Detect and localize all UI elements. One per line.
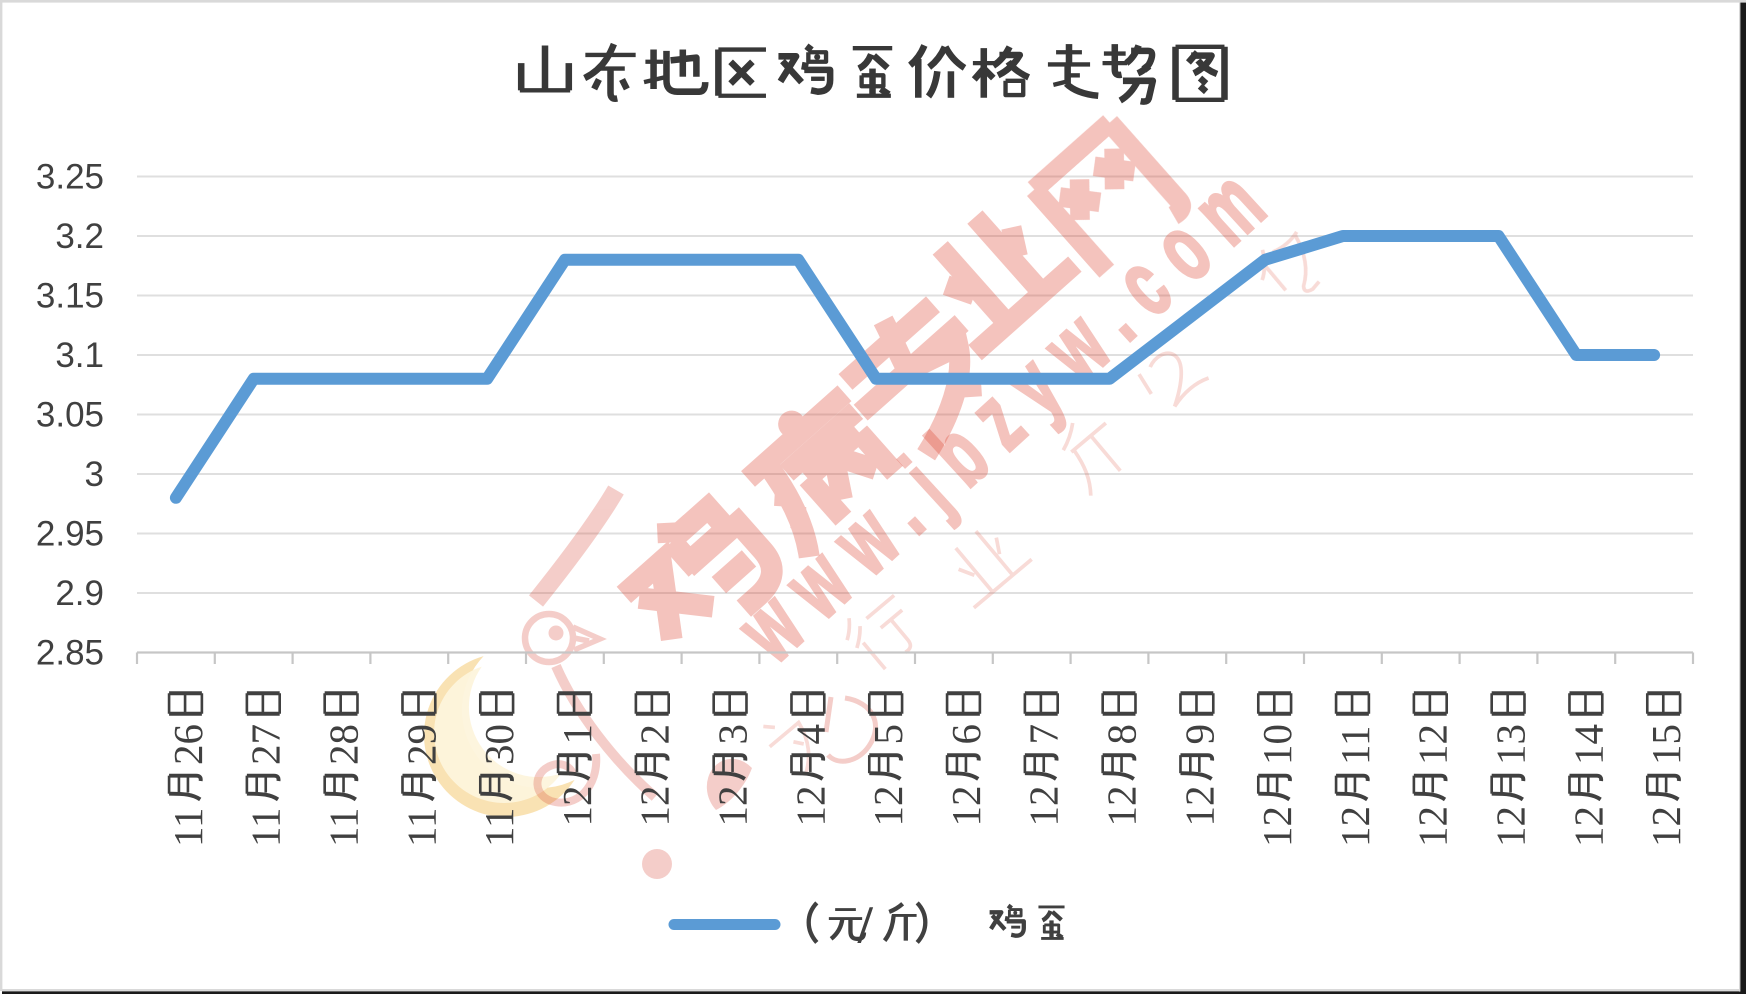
svg-text:12: 12 — [787, 786, 833, 827]
svg-text:3.05: 3.05 — [36, 396, 104, 435]
svg-text:12: 12 — [632, 786, 678, 827]
svg-text:12: 12 — [1332, 806, 1378, 847]
svg-text:12: 12 — [710, 786, 756, 827]
svg-text:11: 11 — [165, 808, 211, 847]
svg-text:11: 11 — [476, 808, 522, 847]
svg-text:8: 8 — [1099, 724, 1145, 745]
svg-text:12: 12 — [1099, 786, 1145, 827]
svg-text:3.15: 3.15 — [36, 277, 104, 316]
svg-text:12: 12 — [1021, 786, 1067, 827]
svg-text:12: 12 — [1565, 806, 1611, 847]
svg-text:12: 12 — [1254, 806, 1300, 847]
svg-text:2.95: 2.95 — [36, 515, 104, 554]
svg-text:4: 4 — [787, 724, 833, 745]
svg-text:2.85: 2.85 — [36, 634, 104, 673]
svg-text:12: 12 — [1488, 806, 1534, 847]
svg-text:28: 28 — [321, 724, 367, 765]
svg-text:7: 7 — [1021, 724, 1067, 745]
svg-text:14: 14 — [1565, 724, 1611, 765]
svg-text:12: 12 — [943, 786, 989, 827]
svg-text:5: 5 — [865, 724, 911, 745]
svg-text:2: 2 — [632, 724, 678, 745]
svg-text:13: 13 — [1488, 724, 1534, 765]
svg-text:11: 11 — [398, 808, 444, 847]
svg-text:26: 26 — [165, 724, 211, 765]
svg-text:3.1: 3.1 — [55, 336, 104, 375]
svg-text:12: 12 — [1410, 724, 1456, 765]
svg-text:11: 11 — [321, 808, 367, 847]
svg-text:10: 10 — [1254, 724, 1300, 765]
svg-text:1: 1 — [554, 724, 600, 745]
svg-text:12: 12 — [1176, 786, 1222, 827]
svg-text:12: 12 — [865, 786, 911, 827]
svg-text:11: 11 — [243, 808, 289, 847]
svg-text:3.25: 3.25 — [36, 158, 104, 197]
svg-text:3: 3 — [85, 455, 104, 494]
svg-text:9: 9 — [1176, 724, 1222, 745]
svg-text:29: 29 — [398, 724, 444, 765]
svg-text:30: 30 — [476, 724, 522, 765]
svg-text:/: / — [858, 897, 873, 954]
svg-text:3: 3 — [710, 724, 756, 745]
svg-text:27: 27 — [243, 724, 289, 765]
svg-text:3.2: 3.2 — [55, 217, 104, 256]
svg-text:12: 12 — [1410, 806, 1456, 847]
svg-text:15: 15 — [1643, 724, 1689, 765]
svg-text:12: 12 — [1643, 806, 1689, 847]
svg-text:11: 11 — [1332, 726, 1378, 765]
svg-text:6: 6 — [943, 724, 989, 745]
svg-text:12: 12 — [554, 786, 600, 827]
svg-text:2.9: 2.9 — [55, 574, 104, 613]
